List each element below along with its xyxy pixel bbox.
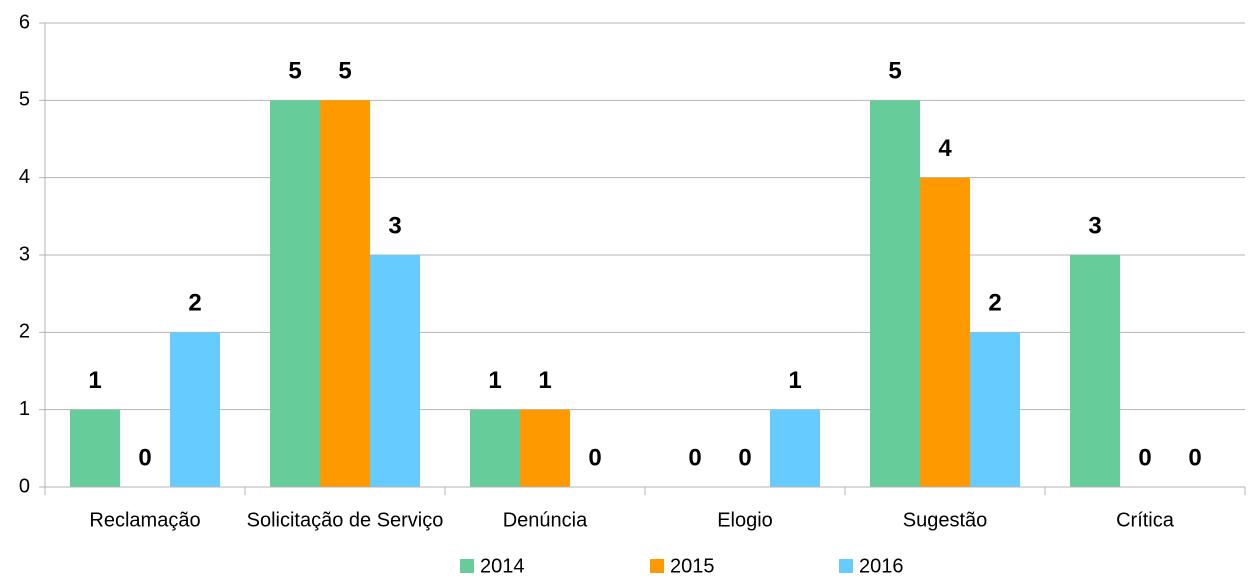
value-label: 1 bbox=[88, 367, 101, 394]
bar bbox=[470, 409, 520, 487]
bar bbox=[970, 332, 1020, 487]
value-label: 5 bbox=[888, 58, 901, 85]
y-tick-label: 0 bbox=[19, 475, 30, 497]
bar bbox=[170, 332, 220, 487]
bar bbox=[270, 100, 320, 487]
value-label: 2 bbox=[988, 290, 1001, 317]
bar bbox=[1070, 255, 1120, 487]
x-tick-label: Solicitação de Serviço bbox=[247, 509, 444, 531]
value-label: 0 bbox=[738, 444, 751, 471]
legend-swatch bbox=[839, 559, 853, 573]
y-tick-label: 1 bbox=[19, 398, 30, 420]
value-label: 5 bbox=[288, 58, 301, 85]
legend-label: 2016 bbox=[859, 555, 904, 577]
x-tick-label: Denúncia bbox=[503, 509, 588, 531]
value-label: 0 bbox=[588, 444, 601, 471]
y-tick-label: 4 bbox=[19, 166, 30, 188]
legend-label: 2015 bbox=[670, 555, 715, 577]
bar bbox=[370, 255, 420, 487]
y-tick-label: 6 bbox=[19, 11, 30, 33]
value-label: 5 bbox=[338, 58, 351, 85]
value-label: 0 bbox=[138, 444, 151, 471]
x-tick-label: Crítica bbox=[1116, 509, 1175, 531]
bar bbox=[520, 409, 570, 487]
x-tick-label: Elogio bbox=[717, 509, 773, 531]
value-label: 1 bbox=[788, 367, 801, 394]
value-label: 0 bbox=[688, 444, 701, 471]
legend-swatch bbox=[460, 559, 474, 573]
value-label: 3 bbox=[388, 212, 401, 239]
x-tick-label: Reclamação bbox=[89, 509, 200, 531]
y-tick-label: 3 bbox=[19, 243, 30, 265]
value-label: 2 bbox=[188, 290, 201, 317]
x-tick-label: Sugestão bbox=[903, 509, 988, 531]
bar bbox=[920, 177, 970, 487]
bar bbox=[870, 100, 920, 487]
value-label: 0 bbox=[1188, 444, 1201, 471]
value-label: 4 bbox=[938, 135, 952, 162]
legend-swatch bbox=[650, 559, 664, 573]
value-label: 0 bbox=[1138, 444, 1151, 471]
bar bbox=[770, 409, 820, 487]
y-tick-label: 5 bbox=[19, 89, 30, 111]
bar bbox=[320, 100, 370, 487]
value-label: 1 bbox=[488, 367, 501, 394]
bar bbox=[70, 409, 120, 487]
y-tick-label: 2 bbox=[19, 321, 30, 343]
legend-label: 2014 bbox=[480, 555, 525, 577]
value-label: 3 bbox=[1088, 212, 1101, 239]
value-label: 1 bbox=[538, 367, 551, 394]
